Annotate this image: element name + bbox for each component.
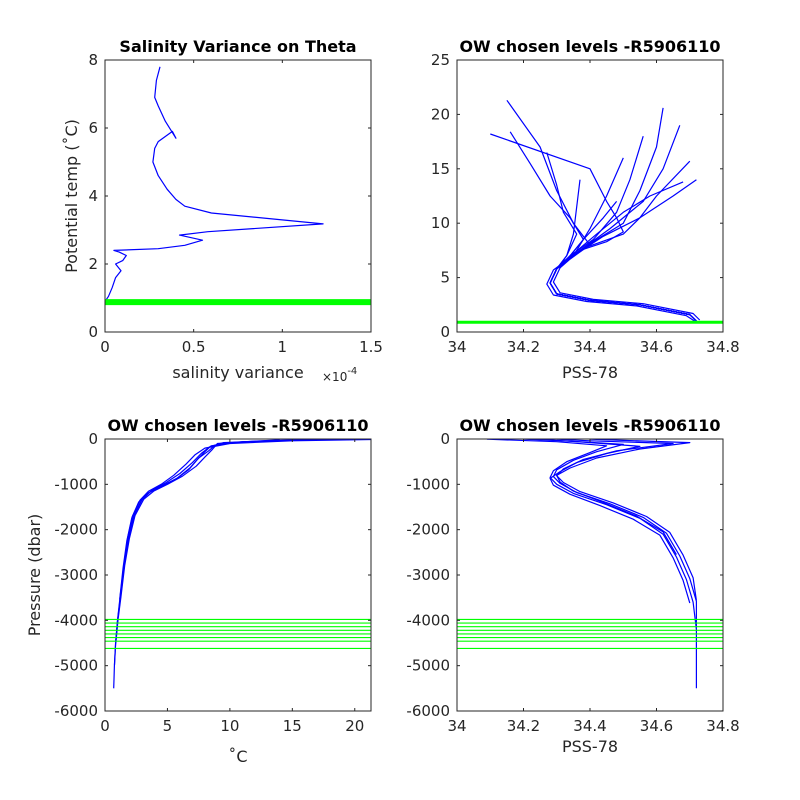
x-tick-label: 5 — [163, 717, 173, 735]
y-tick-label: 6 — [88, 119, 98, 137]
y-tick-label: -2000 — [54, 521, 98, 539]
x-axis-label: salinity variance — [172, 363, 303, 382]
x-axis-exponent: ×10-4 — [322, 366, 357, 384]
y-tick-label: -6000 — [406, 702, 450, 720]
x-tick-label: 34.6 — [640, 717, 673, 735]
y-tick-label: 0 — [440, 323, 450, 341]
y-tick-label: -2000 — [406, 521, 450, 539]
series-line — [486, 439, 698, 689]
panel-temperature-pressure: OW chosen levels -R5906110 ˚C Pressure (… — [25, 416, 369, 766]
y-tick-label: 5 — [440, 269, 450, 287]
y-axis-label: Pressure (dbar) — [25, 514, 44, 637]
y-axis-label: Potential temp (˚C) — [62, 119, 81, 273]
x-tick-label: 34.4 — [573, 717, 606, 735]
y-tick-label: -4000 — [406, 611, 450, 629]
plot-area: 0 0.5 1 1.5 0 2 4 6 8 — [88, 51, 382, 356]
y-tick-label: 25 — [431, 51, 450, 69]
series-line — [119, 439, 280, 600]
y-tick-label: 2 — [88, 255, 98, 273]
x-tick-label: 34.8 — [706, 717, 739, 735]
series-line — [556, 439, 697, 601]
x-tick-label: 10 — [220, 717, 239, 735]
y-tick-label: 0 — [88, 323, 98, 341]
x-tick-label: 34 — [447, 338, 466, 356]
x-tick-label: 15 — [283, 717, 302, 735]
data-layer — [105, 439, 371, 689]
x-tick-label: 1 — [278, 338, 288, 356]
series-line — [549, 179, 697, 322]
y-tick-label: -5000 — [54, 657, 98, 675]
data-layer — [457, 439, 723, 689]
series-line — [540, 439, 691, 604]
x-tick-label: 0.5 — [182, 338, 206, 356]
panel-salinity-variance: Salinity Variance on Theta salinity vari… — [62, 37, 357, 384]
x-axis-label: PSS-78 — [562, 363, 618, 382]
y-tick-label: -3000 — [406, 566, 450, 584]
y-tick-label: -1000 — [54, 475, 98, 493]
y-tick-label: 0 — [88, 430, 98, 448]
y-tick-label: -5000 — [406, 657, 450, 675]
x-tick-label: 34.6 — [640, 338, 673, 356]
data-layer — [457, 99, 723, 324]
y-tick-label: -6000 — [54, 702, 98, 720]
x-tick-label: 1.5 — [359, 338, 383, 356]
x-tick-label: 34.8 — [706, 338, 739, 356]
series-line — [556, 439, 691, 555]
y-tick-label: 4 — [88, 187, 98, 205]
y-tick-label: 10 — [431, 214, 450, 232]
plot-area: 0 5 10 15 20 -6000 -5000 -4000 -3000 -2000 -1000 0 — [54, 430, 372, 735]
y-tick-label: 15 — [431, 160, 450, 178]
panel-salinity-theta: OW chosen levels -R5906110 PSS-78 — [459, 37, 720, 382]
x-tick-label: 34.2 — [507, 338, 540, 356]
x-tick-label: 0 — [100, 717, 110, 735]
chart-title: OW chosen levels -R5906110 — [459, 37, 720, 56]
y-tick-label: -4000 — [54, 611, 98, 629]
x-tick-label: 34.4 — [573, 338, 606, 356]
x-tick-label: 20 — [345, 717, 364, 735]
y-tick-label: -3000 — [54, 566, 98, 584]
y-tick-label: -1000 — [406, 475, 450, 493]
x-tick-label: 0 — [100, 338, 110, 356]
chart-title: OW chosen levels -R5906110 — [459, 416, 720, 435]
series-line — [506, 99, 697, 323]
x-tick-label: 34 — [447, 717, 466, 735]
plot-area: 34 34.2 34.4 34.6 34.8 -6000 -5000 -4000 -3000 -2… — [406, 430, 739, 735]
y-tick-label: 0 — [440, 430, 450, 448]
x-tick-label: 34.2 — [507, 717, 540, 735]
x-axis-label: PSS-78 — [562, 737, 618, 756]
data-layer — [105, 66, 371, 306]
chart-title: OW chosen levels -R5906110 — [107, 416, 368, 435]
y-tick-label: 20 — [431, 105, 450, 123]
plot-area: 34 34.2 34.4 34.6 34.8 0 5 10 15 20 25 — [431, 51, 740, 356]
chart-title: Salinity Variance on Theta — [119, 37, 356, 56]
y-tick-label: 8 — [88, 51, 98, 69]
x-axis-label: ˚C — [228, 747, 247, 766]
series-line — [105, 66, 324, 302]
panel-salinity-pressure: OW chosen levels -R5906110 PSS-78 — [459, 416, 720, 756]
